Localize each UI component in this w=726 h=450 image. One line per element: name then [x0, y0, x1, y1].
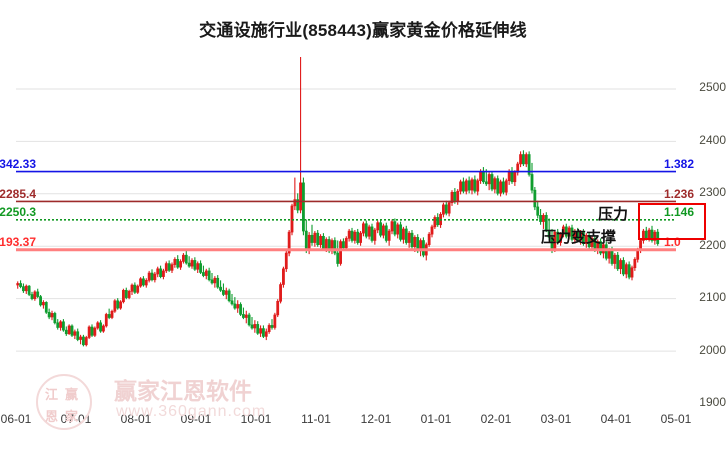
y-axis-tick-2100: 2100 — [699, 290, 726, 305]
highlight-box — [638, 203, 706, 240]
price-label-1-0: 2193.37 — [0, 235, 36, 250]
price-label-1-236: 2285.4 — [0, 186, 36, 201]
annotation-0: 压力 — [598, 206, 629, 223]
candlestick-svg — [16, 57, 676, 352]
y-axis-tick-2200: 2200 — [699, 237, 726, 252]
page-title: 交通设施行业(858443)赢家黄金价格延伸线 — [199, 21, 527, 40]
x-axis-tick-02-01: 02-01 — [480, 412, 512, 426]
x-axis-tick-12-01: 12-01 — [360, 412, 392, 426]
ratio-label-1-382: 1.382 — [664, 157, 695, 172]
y-axis-tick-2400: 2400 — [699, 132, 726, 147]
x-axis-tick-05-01: 05-01 — [660, 412, 692, 426]
x-axis-tick-03-01: 03-01 — [540, 412, 572, 426]
x-axis-tick-11-01: 11-01 — [301, 412, 331, 426]
x-axis-tick-04-01: 04-01 — [600, 412, 632, 426]
y-axis-tick-1900: 1900 — [699, 395, 726, 409]
x-axis-tick-01-01: 01-01 — [420, 412, 452, 426]
x-axis-tick-08-01: 08-01 — [120, 412, 152, 426]
price-label-1-146: 2250.3 — [0, 205, 36, 220]
x-axis-tick-07-01: 07-01 — [60, 412, 92, 426]
ratio-label-1-236: 1.236 — [664, 186, 695, 201]
chart-plot-area — [16, 57, 676, 403]
x-axis-tick-10-01: 10-01 — [240, 412, 272, 426]
price-label-1-382: 2342.33 — [0, 157, 36, 172]
y-axis-tick-2500: 2500 — [699, 80, 726, 95]
y-axis-tick-2000: 2000 — [699, 342, 726, 357]
x-axis-tick-06-01: 06-01 — [0, 412, 32, 426]
x-axis-tick-09-01: 09-01 — [180, 412, 212, 426]
y-axis-tick-2300: 2300 — [699, 185, 726, 200]
ratio-label-1-146: 1.146 — [664, 205, 695, 220]
annotation-1: 压力变支撑 — [541, 229, 617, 246]
